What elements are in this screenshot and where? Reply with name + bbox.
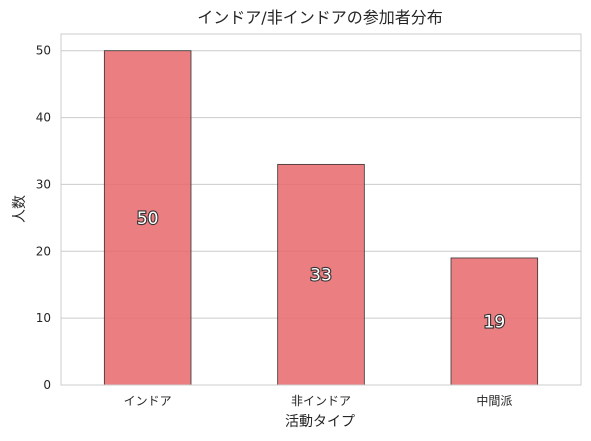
x-axis-label: 活動タイプ <box>285 414 355 430</box>
y-tick-label: 10 <box>36 311 51 325</box>
y-tick-label: 0 <box>43 378 51 392</box>
bar <box>277 163 365 386</box>
data-label: 19 <box>484 312 506 332</box>
y-axis-label: 人数 <box>12 195 28 223</box>
bar <box>103 50 192 386</box>
chart-title: インドア/非インドアの参加者分布 <box>197 8 442 27</box>
bar <box>450 257 539 386</box>
x-tick-label: 非インドア <box>291 394 351 408</box>
y-tick-labels: 0 10 20 30 40 50 <box>36 44 51 392</box>
data-label: 50 <box>137 209 159 229</box>
x-tick-labels: インドア 非インドア 中間派 <box>124 393 513 408</box>
data-label: 33 <box>310 266 332 286</box>
x-tick-label: インドア <box>124 394 172 408</box>
x-tick-label: 中間派 <box>476 393 512 408</box>
y-tick-label: 40 <box>36 111 51 125</box>
data-labels: 50 33 19 <box>136 208 507 334</box>
y-tick-label: 50 <box>36 44 51 58</box>
bars <box>103 50 539 386</box>
plot-frame <box>60 33 582 386</box>
y-tick-label: 20 <box>36 244 51 258</box>
y-tick-label: 30 <box>36 177 51 191</box>
